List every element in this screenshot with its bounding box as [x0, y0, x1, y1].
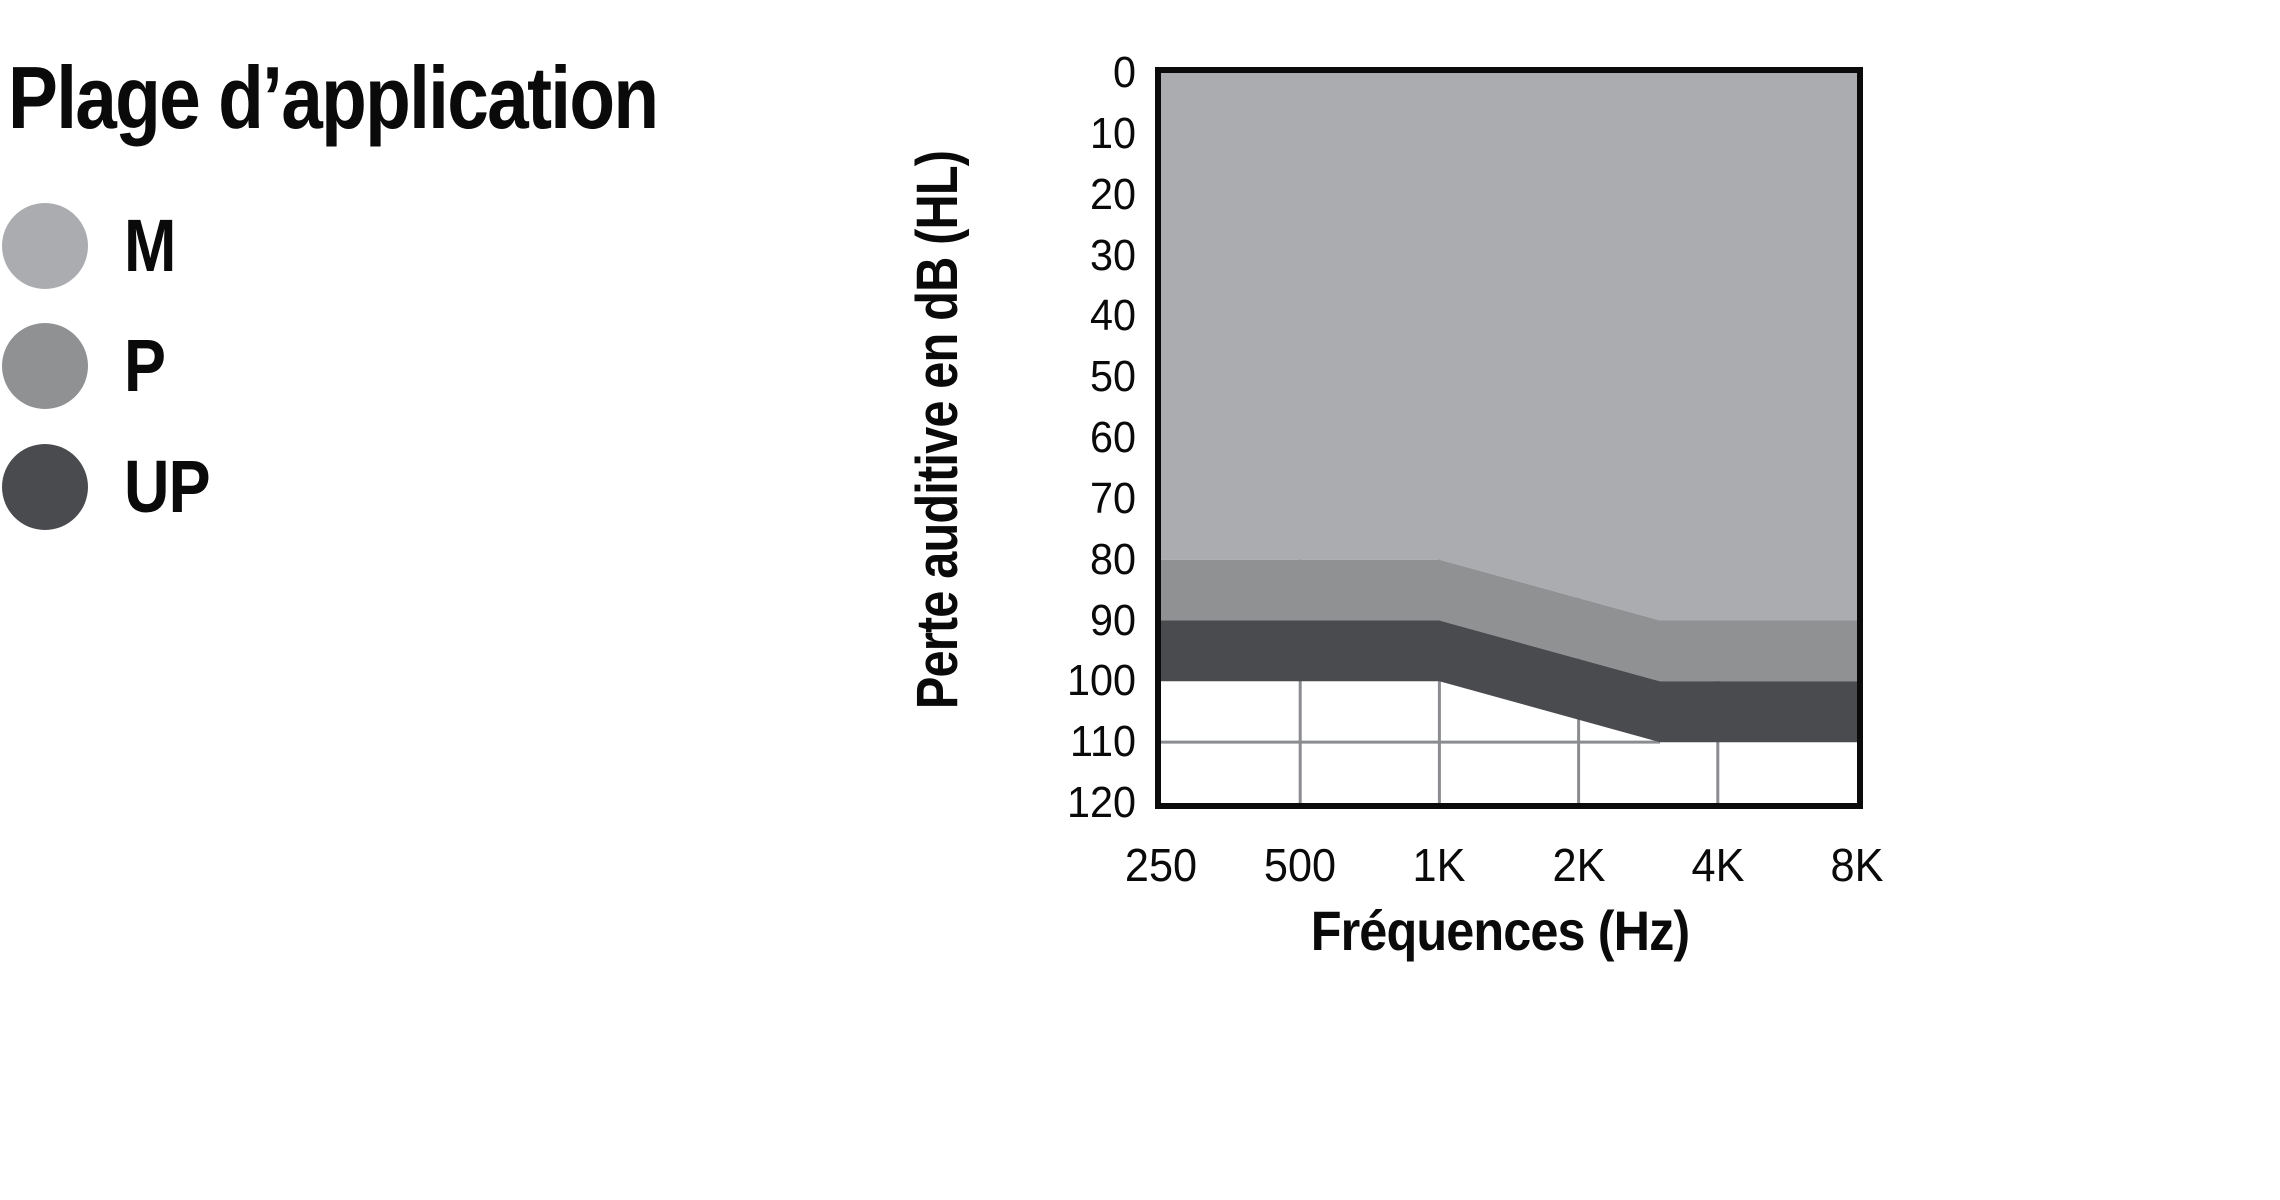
y-tick-label-50: 50: [1089, 352, 1136, 402]
legend-swatch-up: [2, 444, 88, 530]
y-tick-label-110: 110: [1070, 717, 1136, 767]
y-axis-title: Perte auditive en dB (HL): [905, 150, 970, 710]
legend-label-up: UP: [124, 445, 211, 528]
x-tick-label-1K: 1K: [1412, 839, 1466, 891]
plot-area: [1155, 67, 1863, 809]
area-band-m: [1161, 73, 1857, 621]
legend-item-p: P: [2, 323, 172, 409]
y-tick-label-20: 20: [1089, 169, 1136, 219]
y-tick-label-90: 90: [1089, 595, 1136, 645]
x-tick-label-8K: 8K: [1830, 839, 1884, 891]
x-tick-label-2K: 2K: [1552, 839, 1606, 891]
x-tick-label-500: 500: [1264, 839, 1337, 891]
y-tick-label-100: 100: [1066, 656, 1136, 706]
legend-item-up: UP: [2, 444, 225, 530]
y-tick-label-0: 0: [1112, 48, 1136, 97]
audiogram-area-chart: [1161, 73, 1857, 803]
legend-item-m: M: [2, 203, 185, 289]
legend-label-p: P: [124, 324, 166, 407]
y-tick-label-40: 40: [1089, 291, 1136, 341]
x-axis-title: Fréquences (Hz): [1310, 899, 1690, 962]
area-band-p: [1161, 559, 1857, 682]
legend-label-m: M: [124, 204, 176, 287]
y-tick-label-80: 80: [1089, 534, 1136, 584]
figure-title: Plage d’application: [8, 48, 659, 147]
y-tick-label-30: 30: [1089, 230, 1136, 280]
x-tick-label-4K: 4K: [1691, 839, 1745, 891]
y-tick-label-120: 120: [1066, 778, 1136, 827]
y-tick-label-70: 70: [1089, 473, 1136, 523]
legend-swatch-p: [2, 323, 88, 409]
y-tick-label-10: 10: [1089, 108, 1136, 158]
area-band-up: [1161, 620, 1857, 743]
x-tick-label-250: 250: [1124, 839, 1198, 891]
legend-swatch-m: [2, 203, 88, 289]
y-tick-label-60: 60: [1089, 413, 1136, 462]
